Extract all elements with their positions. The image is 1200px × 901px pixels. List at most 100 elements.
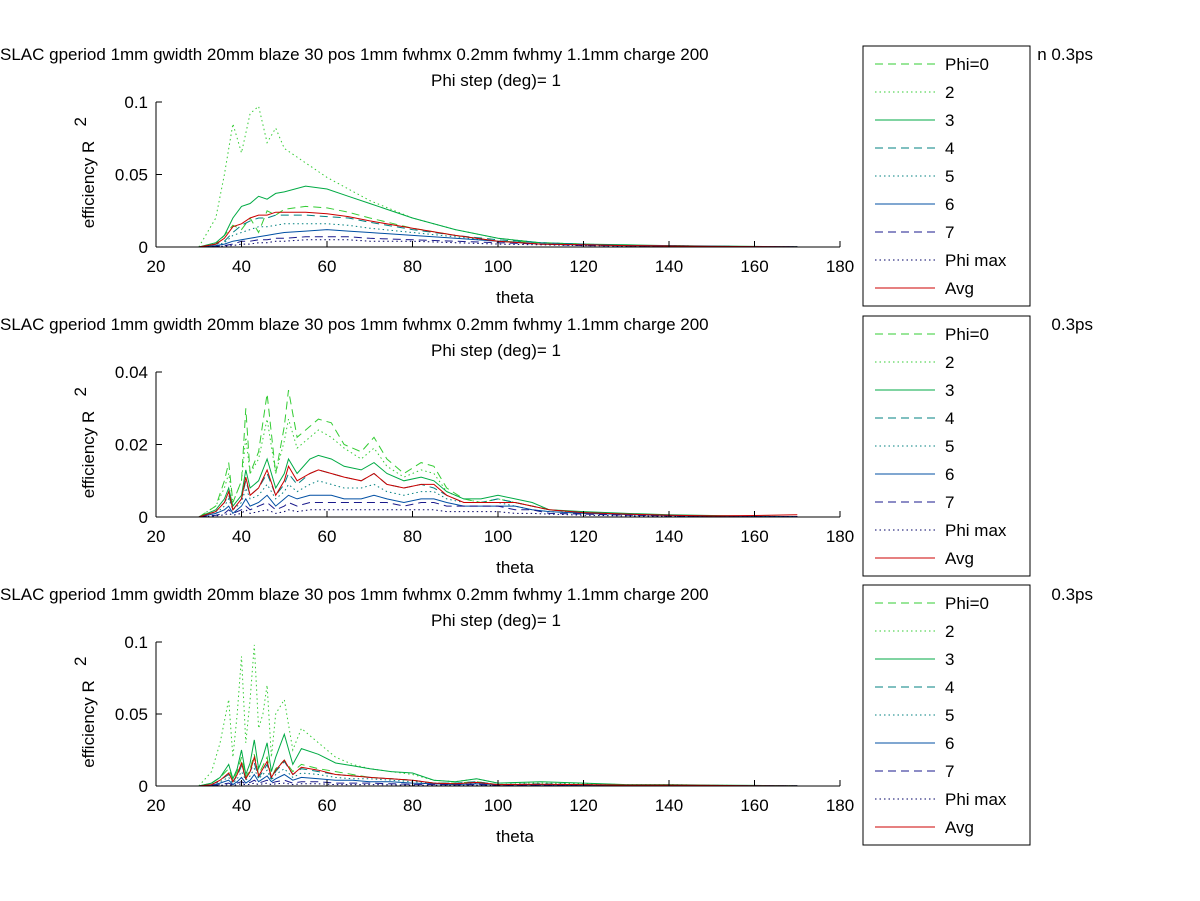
legend-label: 2: [945, 622, 954, 641]
chart-title-end: n 0.3ps: [1037, 45, 1093, 64]
series-line-3: [198, 185, 798, 248]
x-tick-label: 180: [826, 257, 854, 276]
series-line-7: [198, 501, 798, 518]
legend-label: 5: [945, 706, 954, 725]
y-axis-label-superscript: 2: [71, 387, 90, 396]
series-line-phi-0: [198, 390, 798, 518]
series-line-phi-max: [198, 509, 798, 518]
legend-label: 6: [945, 195, 954, 214]
series-line-7: [198, 779, 798, 787]
legend-label: 3: [945, 381, 954, 400]
legend-label: Avg: [945, 549, 974, 568]
x-tick-label: 180: [826, 796, 854, 815]
chart-subtitle: Phi step (deg)= 1: [431, 611, 561, 630]
y-tick-label: 0: [139, 777, 148, 796]
legend-label: 4: [945, 678, 954, 697]
series-line-6: [198, 494, 798, 518]
series-line-4: [198, 760, 798, 787]
x-tick-label: 160: [740, 796, 768, 815]
x-tick-label: 140: [655, 796, 683, 815]
legend-box: [862, 584, 1031, 846]
x-axis-label: theta: [496, 288, 534, 307]
x-axis-label: theta: [496, 827, 534, 846]
y-axis-label: efficiency R: [79, 411, 98, 499]
series-line-avg: [198, 755, 798, 787]
x-tick-label: 40: [232, 796, 251, 815]
subplot-3: 20 40 60 80 100 120 140 160 180 0 0.05 0.1 theta effi…: [0, 584, 1093, 846]
y-tick-label: 0.04: [115, 363, 148, 382]
y-tick-label: 0.05: [115, 166, 148, 185]
series-lines: [198, 390, 798, 518]
legend-label: 4: [945, 139, 954, 158]
x-tick-label: 100: [484, 796, 512, 815]
chart-title-end: 0.3ps: [1051, 315, 1093, 334]
legend-label: 5: [945, 437, 954, 456]
legend: Phi=0 2 3 4 5 6 7 Phi max Avg: [862, 45, 1031, 307]
legend: Phi=0 2 3 4 5 6 7 Phi max Avg: [862, 315, 1031, 577]
y-axis-label: efficiency R: [79, 680, 98, 768]
legend-label: 2: [945, 353, 954, 372]
y-tick-label: 0.02: [115, 436, 148, 455]
legend-label: Phi=0: [945, 594, 989, 613]
legend-box: [862, 45, 1031, 307]
legend: Phi=0 2 3 4 5 6 7 Phi max Avg: [862, 584, 1031, 846]
y-tick-label: 0.1: [124, 633, 148, 652]
chart-title: SLAC gperiod 1mm gwidth 20mm blaze 30 po…: [0, 315, 709, 334]
legend-label: 7: [945, 762, 954, 781]
x-tick-label: 120: [569, 796, 597, 815]
subplot-2: 20 40 60 80 100 120 140 160 180 0 0.02 0.04 theta eff…: [0, 315, 1093, 577]
series-lines: [198, 105, 798, 248]
x-tick-label: 120: [569, 527, 597, 546]
legend-label: 4: [945, 409, 954, 428]
y-tick-label: 0.1: [124, 93, 148, 112]
legend-box: [862, 315, 1031, 577]
legend-label: 7: [945, 493, 954, 512]
y-tick-label: 0.05: [115, 705, 148, 724]
y-axis-label: efficiency R: [79, 141, 98, 229]
x-tick-label: 60: [318, 527, 337, 546]
chart-title: SLAC gperiod 1mm gwidth 20mm blaze 30 po…: [0, 585, 709, 604]
series-line-3: [198, 732, 798, 787]
x-tick-label: 80: [403, 527, 422, 546]
legend-label: 7: [945, 223, 954, 242]
x-tick-label: 20: [147, 796, 166, 815]
legend-label: 2: [945, 83, 954, 102]
x-tick-label: 160: [740, 257, 768, 276]
y-tick-label: 0: [139, 238, 148, 257]
series-line-avg: [198, 465, 798, 518]
legend-label: 3: [945, 650, 954, 669]
chart-subtitle: Phi step (deg)= 1: [431, 71, 561, 90]
x-tick-label: 180: [826, 527, 854, 546]
series-line-5: [198, 767, 798, 787]
legend-label: Phi=0: [945, 55, 989, 74]
legend-label: 6: [945, 465, 954, 484]
x-tick-label: 60: [318, 796, 337, 815]
x-tick-label: 140: [655, 527, 683, 546]
x-tick-label: 100: [484, 257, 512, 276]
chart-title-end: 0.3ps: [1051, 585, 1093, 604]
legend-label: 6: [945, 734, 954, 753]
series-line-avg: [198, 211, 798, 248]
series-line-phi-max: [198, 239, 798, 248]
x-tick-label: 80: [403, 257, 422, 276]
x-tick-label: 60: [318, 257, 337, 276]
series-lines: [198, 644, 798, 787]
x-tick-label: 160: [740, 527, 768, 546]
y-tick-label: 0: [139, 508, 148, 527]
x-tick-label: 20: [147, 527, 166, 546]
x-tick-label: 100: [484, 527, 512, 546]
x-tick-label: 120: [569, 257, 597, 276]
legend-label: Avg: [945, 279, 974, 298]
subplot-panels: 20 40 60 80 100 120 140 160 18000.050.1thetaeffi…: [0, 45, 1093, 846]
x-tick-label: 20: [147, 257, 166, 276]
x-axis-label: theta: [496, 558, 534, 577]
legend-label: Phi max: [945, 251, 1007, 270]
legend-label: Avg: [945, 818, 974, 837]
x-tick-label: 40: [232, 527, 251, 546]
y-axis-label-superscript: 2: [71, 657, 90, 666]
legend-label: Phi max: [945, 790, 1007, 809]
x-tick-label: 140: [655, 257, 683, 276]
chart-subtitle: Phi step (deg)= 1: [431, 341, 561, 360]
chart-title: SLAC gperiod 1mm gwidth 20mm blaze 30 po…: [0, 45, 709, 64]
